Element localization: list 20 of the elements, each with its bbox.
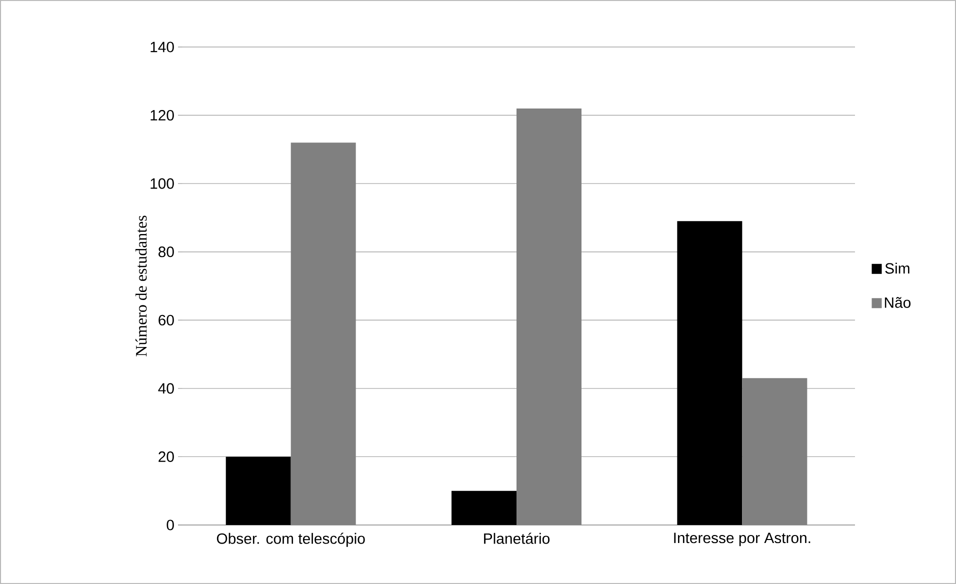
bar	[516, 108, 582, 525]
bar	[677, 221, 742, 525]
y-tick-label: 80	[158, 246, 174, 258]
bar	[226, 456, 291, 525]
bar	[290, 142, 356, 525]
y-tick-label: 120	[150, 110, 174, 121]
x-tick-label: Interesse por Astron.	[674, 532, 810, 546]
y-tick-label: 40	[158, 383, 174, 394]
x-tick-label: Planetário	[484, 532, 550, 544]
legend-label: Não	[884, 297, 911, 308]
y-tick-label: 0	[166, 520, 174, 530]
bar	[452, 490, 517, 525]
x-tick-label: Obser. com telescópio	[216, 532, 365, 547]
y-tick-label: 20	[158, 451, 174, 462]
y-tick-label: 100	[150, 178, 174, 189]
y-axis-title: Número de estudantes	[135, 216, 147, 356]
y-tick-label: 140	[150, 42, 174, 52]
bar	[742, 378, 808, 525]
legend-label: Sim	[885, 262, 910, 274]
y-tick-label: 60	[158, 314, 174, 326]
